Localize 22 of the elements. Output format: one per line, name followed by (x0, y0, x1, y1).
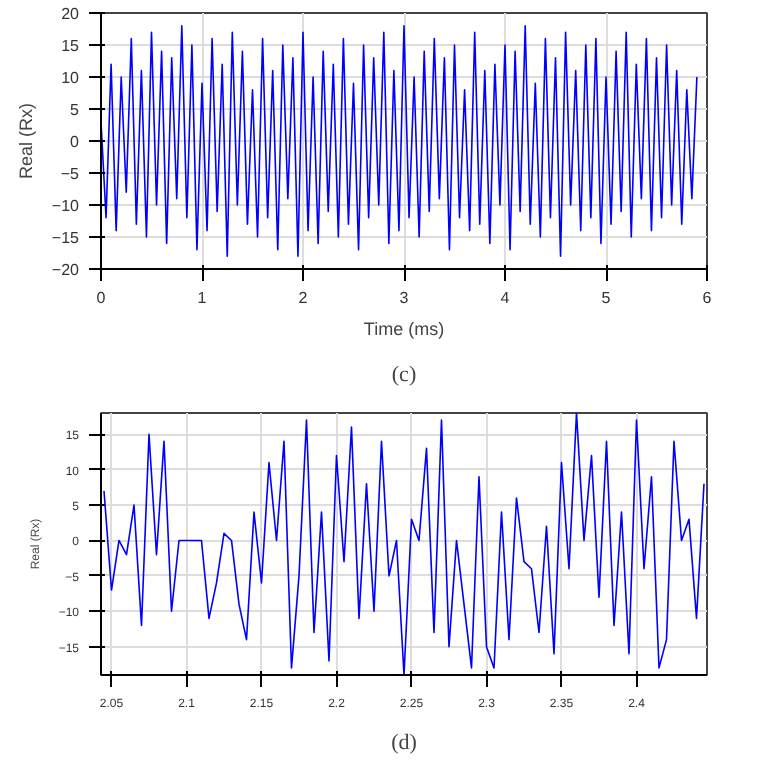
line-series (103, 413, 705, 675)
y-tick-label: −20 (51, 261, 81, 279)
x-tick-label: 4 (500, 289, 511, 307)
x-tick-label: 6 (702, 289, 713, 307)
y-tick-label: 15 (61, 37, 81, 55)
y-tick-label: −10 (51, 197, 81, 215)
text: (d) (391, 731, 418, 755)
y-tick-label: 20 (61, 5, 81, 23)
x-tick-label: 1 (197, 289, 208, 307)
y-tick-label: 10 (61, 69, 81, 87)
text: (c) (391, 363, 417, 387)
y-tick-label: 0 (70, 133, 81, 151)
y-tick-label: 5 (70, 101, 81, 119)
x-tick-label: 0 (96, 289, 107, 307)
y-tick-label: −15 (51, 229, 81, 247)
y-axis-title: Real (Rx) (15, 102, 36, 179)
x-tick-label: 5 (601, 289, 612, 307)
x-tick-label: 2 (298, 289, 309, 307)
line-series (101, 25, 698, 257)
y-tick-label: −5 (60, 165, 81, 183)
x-axis-title: Time (ms) (363, 319, 445, 339)
x-tick-label: 3 (399, 289, 410, 307)
